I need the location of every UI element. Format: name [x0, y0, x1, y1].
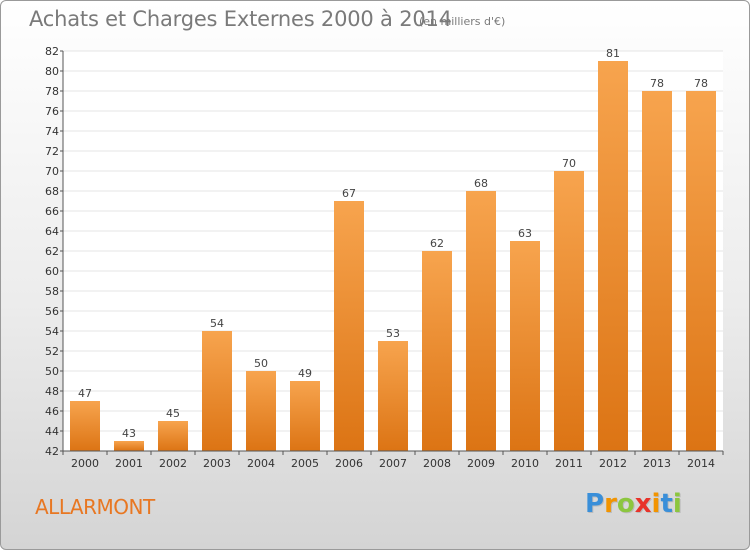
bar-value-label: 81 [606, 47, 620, 60]
bar-value-label: 78 [694, 77, 708, 90]
y-tick-label: 74 [45, 125, 59, 138]
x-tick-label: 2004 [247, 457, 275, 470]
bar [202, 331, 232, 451]
bar-value-label: 78 [650, 77, 664, 90]
bar [598, 61, 628, 451]
bar [114, 441, 144, 451]
value-labels: 47 43 45 54 50 49 67 53 62 68 63 70 81 78 78 [78, 47, 708, 440]
bar [642, 91, 672, 451]
y-tick-label: 46 [45, 405, 59, 418]
x-tick-label: 2011 [555, 457, 583, 470]
y-tick-label: 54 [45, 325, 59, 338]
x-tick-label: 2008 [423, 457, 451, 470]
y-tick-label: 44 [45, 425, 59, 438]
bar [510, 241, 540, 451]
bar-value-label: 53 [386, 327, 400, 340]
y-tick-label: 62 [45, 245, 59, 258]
x-tick-label: 2001 [115, 457, 143, 470]
x-tick-label: 2002 [159, 457, 187, 470]
y-tick-label: 76 [45, 105, 59, 118]
bar-value-label: 43 [122, 427, 136, 440]
x-tick-label: 2013 [643, 457, 671, 470]
logo-letter: i [651, 489, 661, 519]
bar-value-label: 49 [298, 367, 312, 380]
x-tick-label: 2006 [335, 457, 363, 470]
y-tick-label: 50 [45, 365, 59, 378]
logo-letter: i [672, 489, 682, 519]
x-tick-label: 2010 [511, 457, 539, 470]
logo-letter: r [604, 489, 617, 519]
x-tick-label: 2003 [203, 457, 231, 470]
bar-value-label: 63 [518, 227, 532, 240]
y-tick-label: 70 [45, 165, 59, 178]
bar [378, 341, 408, 451]
logo-letter: t [660, 489, 673, 519]
x-tick-label: 2007 [379, 457, 407, 470]
bar-value-label: 68 [474, 177, 488, 190]
y-tick-label: 64 [45, 225, 59, 238]
y-tick-label: 78 [45, 85, 59, 98]
x-tick-label: 2009 [467, 457, 495, 470]
bar [686, 91, 716, 451]
y-tick-label: 80 [45, 65, 59, 78]
bar-value-label: 47 [78, 387, 92, 400]
chart-title: Achats et Charges Externes 2000 à 2014 [29, 7, 452, 31]
y-tick-label: 60 [45, 265, 59, 278]
bar [158, 421, 188, 451]
logo-letter: o [616, 489, 635, 519]
logo-letter: P [585, 489, 605, 519]
bar-value-label: 50 [254, 357, 268, 370]
bar [334, 201, 364, 451]
y-tick-label: 52 [45, 345, 59, 358]
bar-value-label: 67 [342, 187, 356, 200]
place-name: ALLARMONT [35, 495, 155, 519]
x-tick-label: 2005 [291, 457, 319, 470]
x-tick-label: 2000 [71, 457, 99, 470]
chart-unit: (en milliers d'€) [419, 15, 506, 28]
bar [70, 401, 100, 451]
bar [290, 381, 320, 451]
bars [70, 61, 716, 451]
bar-value-label: 45 [166, 407, 180, 420]
y-tick-label: 48 [45, 385, 59, 398]
bar-value-label: 54 [210, 317, 224, 330]
bar [466, 191, 496, 451]
bar-value-label: 62 [430, 237, 444, 250]
y-tick-label: 66 [45, 205, 59, 218]
y-tick-label: 72 [45, 145, 59, 158]
y-tick-label: 58 [45, 285, 59, 298]
y-tick-label: 68 [45, 185, 59, 198]
x-tick-label: 2012 [599, 457, 627, 470]
bar-value-label: 70 [562, 157, 576, 170]
bar [246, 371, 276, 451]
proxiti-logo: Proxiti [585, 489, 682, 519]
bar [422, 251, 452, 451]
y-tick-label: 42 [45, 445, 59, 458]
x-tick-label: 2014 [687, 457, 715, 470]
logo-letter: x [634, 489, 652, 519]
bar [554, 171, 584, 451]
y-tick-label: 82 [45, 45, 59, 58]
y-tick-label: 56 [45, 305, 59, 318]
axes: 42 44 46 48 50 52 54 56 58 60 62 64 66 68 70 72 74 76 78 80… [45, 45, 724, 470]
